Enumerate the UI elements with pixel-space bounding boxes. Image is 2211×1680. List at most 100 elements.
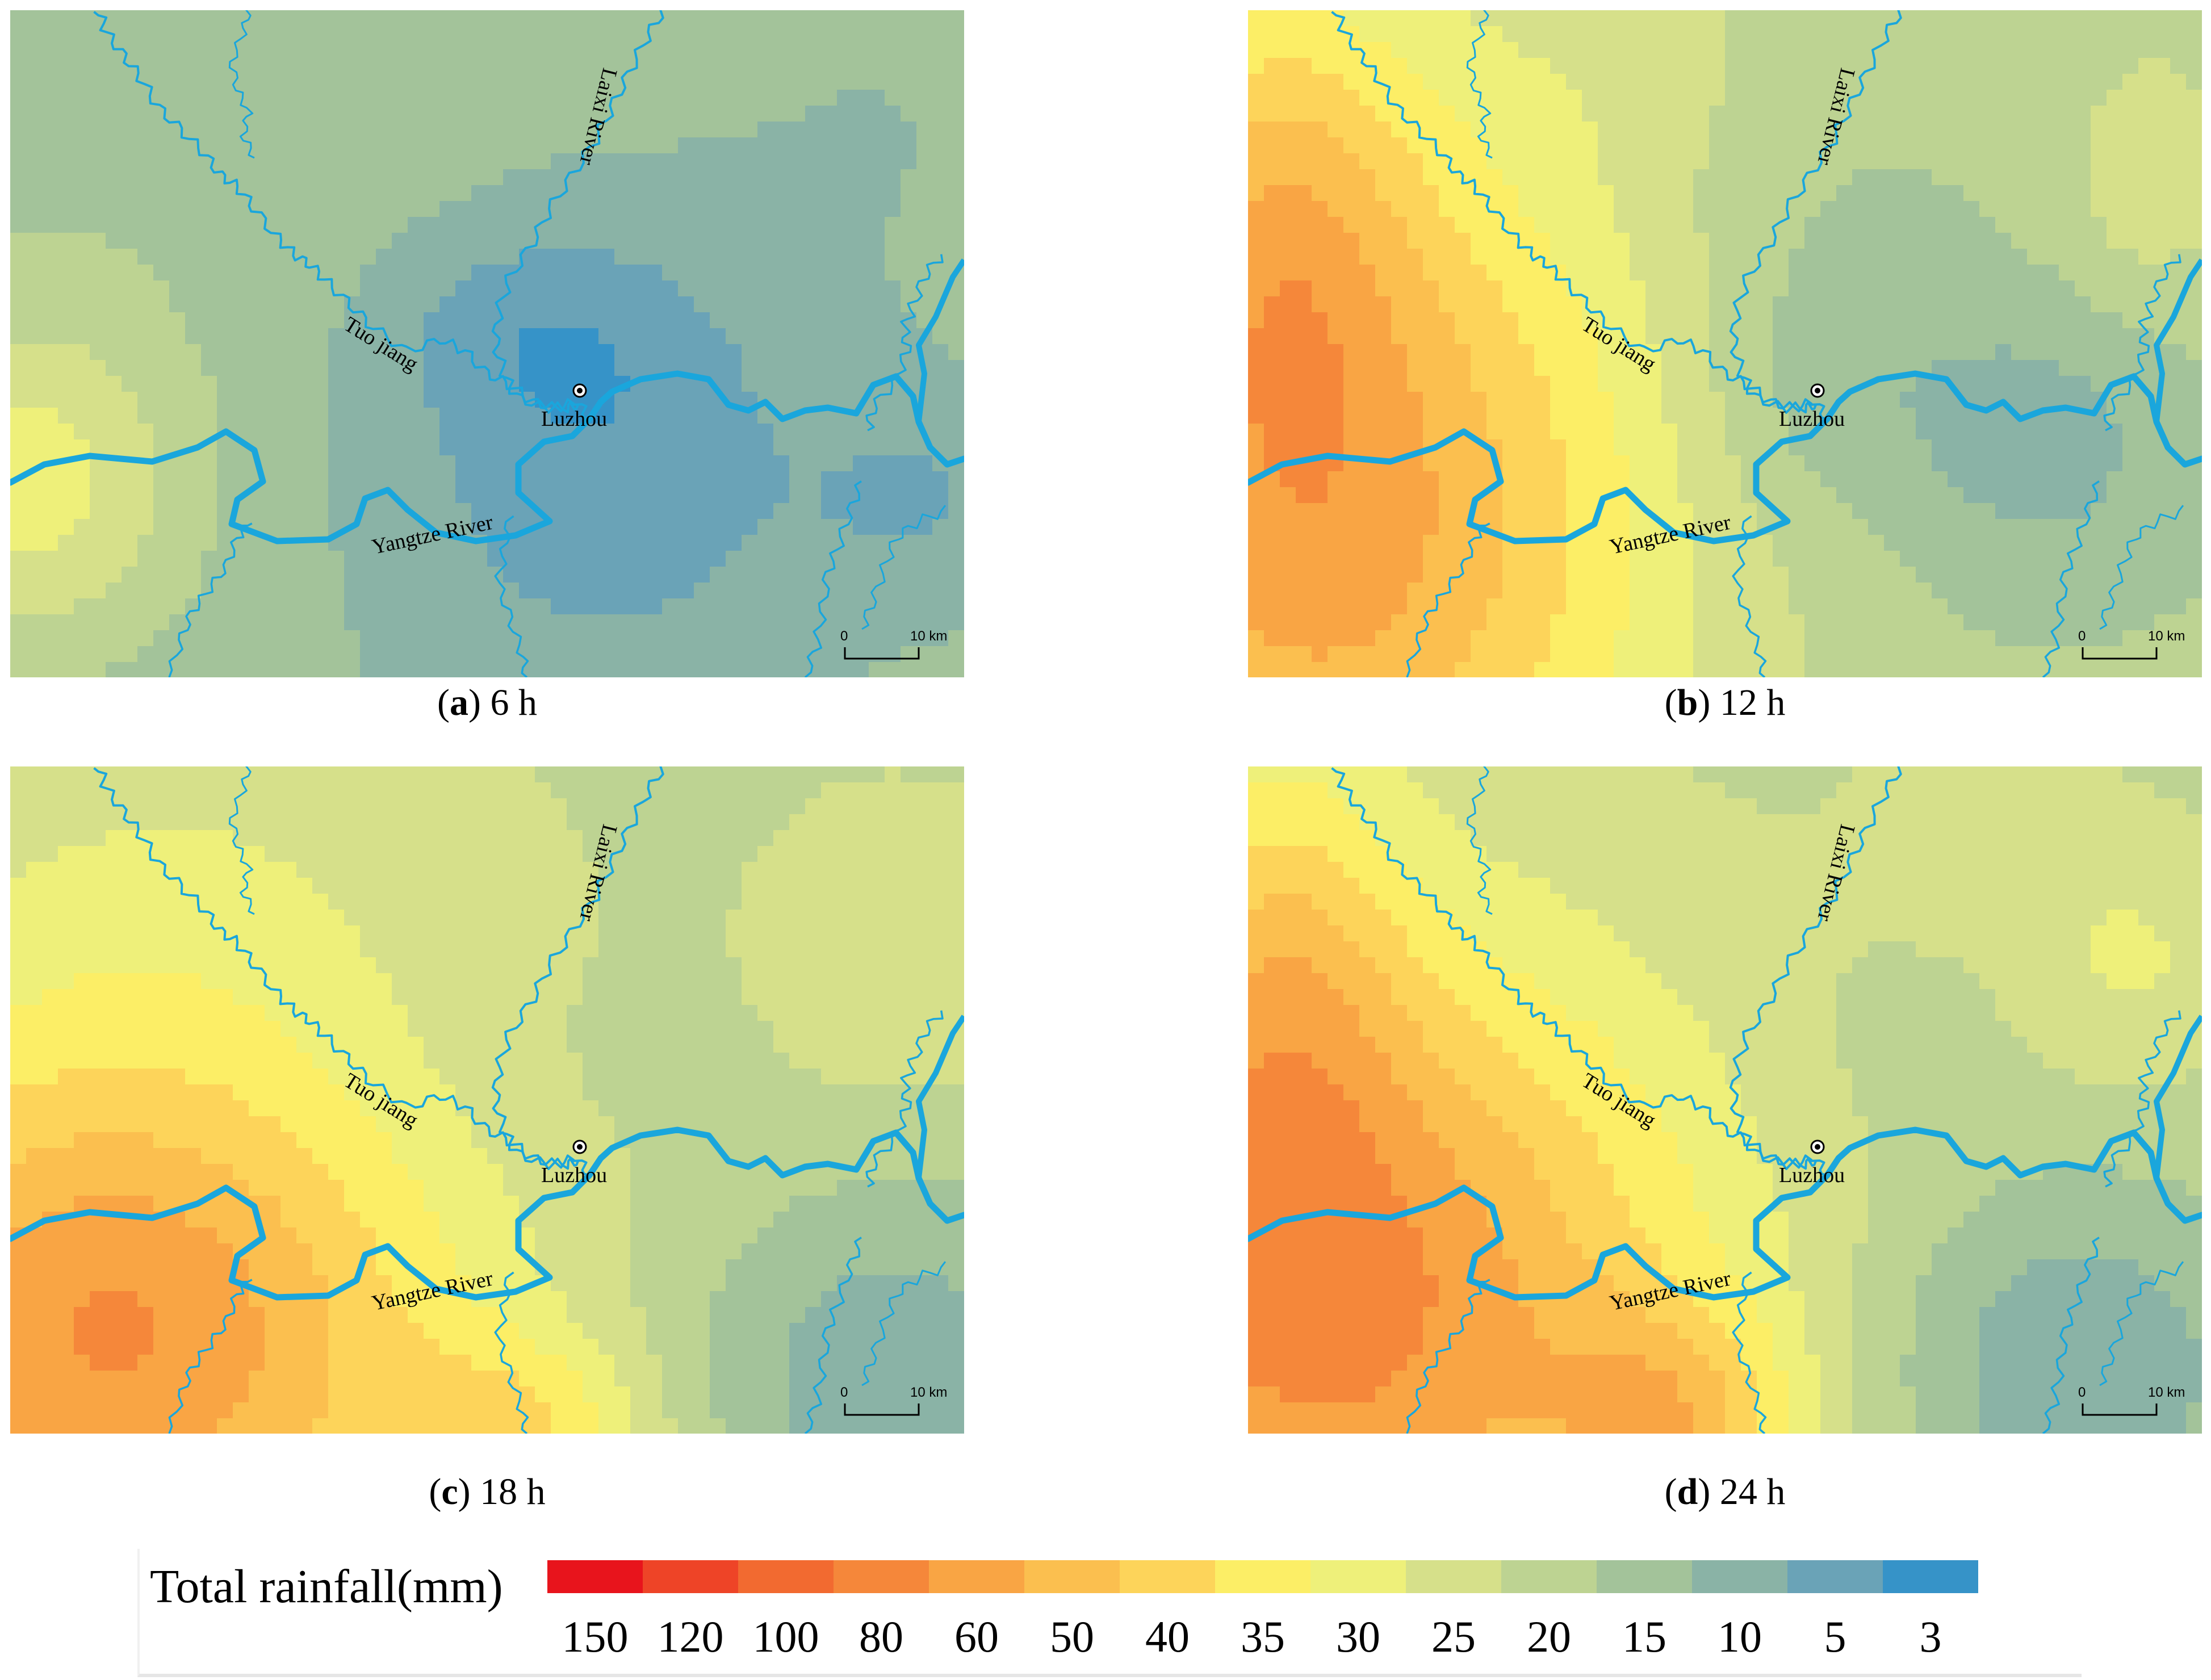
legend-label: 40 bbox=[1145, 1612, 1190, 1661]
river-tributary bbox=[1406, 522, 1490, 677]
caption-a: (a) 6 h bbox=[437, 682, 537, 723]
rainfall-raster bbox=[1248, 766, 2202, 1434]
river-tributary bbox=[861, 1261, 947, 1386]
map-panel-c: Luzhou Tuo jiang Yangtze River Laixi River 0… bbox=[10, 766, 964, 1434]
legend-swatch bbox=[929, 1560, 1024, 1593]
scale-bar-zero-label: 0 bbox=[840, 1385, 848, 1400]
legend-swatch bbox=[1883, 1560, 1978, 1593]
legend-swatch bbox=[1215, 1560, 1310, 1593]
legend-swatch bbox=[1120, 1560, 1215, 1593]
river-tributary bbox=[494, 1271, 529, 1434]
scale-bar-distance-label: 10 km bbox=[2148, 629, 2185, 644]
legend-swatch bbox=[1024, 1560, 1120, 1593]
legend-label: 80 bbox=[859, 1612, 903, 1661]
laixi-river bbox=[1729, 766, 1902, 1170]
legend-swatch bbox=[547, 1560, 643, 1593]
legend-color-bar bbox=[547, 1560, 1978, 1593]
caption-d: (d) 24 h bbox=[1664, 1471, 1786, 1513]
scale-bar bbox=[844, 1404, 920, 1416]
river-branch-northeast bbox=[2154, 258, 2202, 422]
yangtze-river bbox=[1248, 370, 2202, 544]
river-tributary bbox=[2042, 1237, 2100, 1434]
river-tributary bbox=[1732, 515, 1767, 677]
river-tributary bbox=[168, 522, 253, 677]
map-panel-d: Luzhou Tuo jiang Yangtze River Laixi River 0… bbox=[1248, 766, 2202, 1434]
scale-bar-zero-label: 0 bbox=[2078, 1385, 2086, 1400]
legend-swatch bbox=[738, 1560, 834, 1593]
river-tributary bbox=[1466, 10, 1493, 159]
river-tributary bbox=[2042, 480, 2100, 677]
legend-label: 3 bbox=[1919, 1612, 1942, 1661]
legend-swatch bbox=[1501, 1560, 1597, 1593]
river-tributary bbox=[228, 766, 255, 915]
river-tributary bbox=[865, 1010, 944, 1188]
scale-bar bbox=[2082, 1404, 2158, 1416]
legend-swatch bbox=[1406, 1560, 1501, 1593]
river-tributary bbox=[1732, 1271, 1767, 1434]
rainfall-raster bbox=[10, 766, 964, 1434]
city-marker-dot bbox=[1815, 388, 1820, 393]
legend-label: 120 bbox=[657, 1612, 724, 1661]
legend-label: 100 bbox=[752, 1612, 819, 1661]
map-panel-a: Luzhou Tuo jiang Yangtze River Laixi River 0… bbox=[10, 10, 964, 677]
city-label: Luzhou bbox=[541, 1163, 607, 1187]
river-branch-northeast bbox=[2154, 1015, 2202, 1179]
river-tributary bbox=[168, 1279, 253, 1434]
laixi-river bbox=[491, 766, 664, 1170]
scale-bar-distance-label: 10 km bbox=[910, 1385, 947, 1400]
legend-swatch bbox=[643, 1560, 738, 1593]
city-marker-dot bbox=[577, 388, 583, 393]
map-panel-b: Luzhou Tuo jiang Yangtze River Laixi River 0… bbox=[1248, 10, 2202, 677]
river-tributary bbox=[865, 254, 944, 431]
river-tributary bbox=[228, 10, 255, 159]
yangtze-river bbox=[1248, 1126, 2202, 1301]
city-label: Luzhou bbox=[1779, 1163, 1845, 1187]
river-branch-northeast bbox=[916, 258, 964, 422]
city-marker-dot bbox=[1815, 1144, 1820, 1150]
river-tributary bbox=[2099, 505, 2184, 630]
river-tributary bbox=[804, 480, 862, 677]
river-tributary bbox=[2103, 254, 2181, 431]
legend-swatch bbox=[1597, 1560, 1692, 1593]
caption-b: (b) 12 h bbox=[1664, 682, 1786, 723]
legend-swatch bbox=[1787, 1560, 1883, 1593]
legend-label: 25 bbox=[1431, 1612, 1476, 1661]
city-label: Luzhou bbox=[1779, 407, 1845, 431]
tuo-jiang-river bbox=[93, 11, 590, 420]
legend-label: 50 bbox=[1050, 1612, 1094, 1661]
yangtze-river bbox=[10, 370, 964, 544]
rainfall-raster bbox=[10, 10, 964, 677]
legend-title: Total rainfall(mm) bbox=[150, 1560, 503, 1613]
scale-bar-zero-label: 0 bbox=[2078, 629, 2086, 644]
tuo-jiang-river bbox=[1331, 11, 1828, 420]
legend-swatch bbox=[1310, 1560, 1406, 1593]
caption-c: (c) 18 h bbox=[429, 1471, 546, 1513]
river-tributary bbox=[494, 515, 529, 677]
rainfall-legend: Total rainfall(mm) 150 120 100 80 60 50 40 35 30… bbox=[137, 1549, 2082, 1677]
legend-label: 15 bbox=[1622, 1612, 1666, 1661]
laixi-river bbox=[491, 10, 664, 414]
tuo-jiang-river bbox=[93, 767, 590, 1176]
scale-bar bbox=[844, 647, 920, 660]
river-branch-northeast bbox=[916, 1015, 964, 1179]
legend-label: 30 bbox=[1336, 1612, 1380, 1661]
river-tributary bbox=[1406, 1279, 1490, 1434]
river-tributary bbox=[2099, 1261, 2184, 1386]
city-label: Luzhou bbox=[541, 407, 607, 431]
rainfall-raster bbox=[1248, 10, 2202, 677]
river-tributary bbox=[804, 1237, 862, 1434]
river-tributary bbox=[2103, 1010, 2181, 1188]
legend-label: 10 bbox=[1718, 1612, 1762, 1661]
legend-label: 150 bbox=[562, 1612, 629, 1661]
scale-bar-zero-label: 0 bbox=[840, 629, 848, 644]
legend-label: 60 bbox=[954, 1612, 999, 1661]
legend-label: 35 bbox=[1241, 1612, 1285, 1661]
legend-swatch bbox=[1692, 1560, 1787, 1593]
laixi-river bbox=[1729, 10, 1902, 414]
scale-bar-distance-label: 10 km bbox=[910, 629, 947, 644]
legend-swatch bbox=[834, 1560, 929, 1593]
